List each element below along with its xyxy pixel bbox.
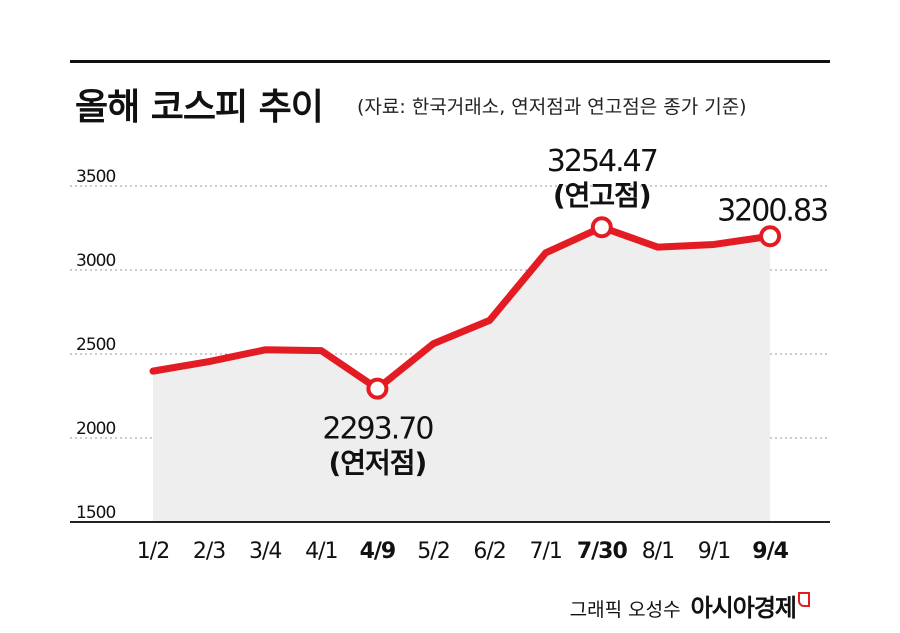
x-tick-label: 6/2: [473, 539, 505, 564]
data-label-value: 2293.70: [322, 412, 433, 447]
y-tick-label: 3000: [76, 251, 115, 271]
brand-text: 아시아경제: [690, 594, 797, 622]
credit: 그래픽 오성수 아시아경제: [570, 588, 810, 623]
y-tick-label: 3500: [76, 167, 115, 187]
data-label-value: 3254.47: [547, 144, 657, 179]
y-tick-label: 2500: [76, 335, 115, 355]
x-tick-label: 8/1: [642, 539, 674, 564]
y-tick-label: 1500: [76, 503, 115, 523]
credit-text: 그래픽 오성수: [569, 599, 681, 621]
x-tick-label: 2/3: [193, 539, 225, 564]
top-rule: [70, 60, 830, 63]
x-tick-label: 4/9: [360, 539, 396, 564]
y-tick-label: 2000: [76, 419, 115, 439]
x-tick-label: 7/30: [577, 539, 628, 564]
data-point-marker: [590, 216, 613, 239]
brand-mark-icon: [798, 592, 810, 607]
data-label-note: (연저점): [328, 447, 426, 480]
data-label-note: (연고점): [553, 179, 651, 212]
x-tick-label: 5/2: [417, 539, 449, 564]
data-label-value: 3200.83: [717, 193, 827, 228]
x-tick-label: 9/1: [698, 539, 730, 564]
data-point-marker: [759, 225, 782, 248]
x-tick-label: 4/1: [305, 539, 337, 564]
x-tick-label: 3/4: [249, 539, 281, 564]
chart-title: 올해 코스피 추이: [75, 87, 324, 128]
data-point-marker: [366, 377, 389, 400]
x-tick-label: 7/1: [529, 539, 561, 564]
brand-logo: 아시아경제: [691, 588, 810, 623]
chart-subtitle: (자료: 한국거래소, 연저점과 연고점은 종가 기준): [357, 96, 747, 118]
series-line: [149, 223, 774, 393]
x-tick-label: 1/2: [137, 539, 169, 564]
x-tick-label: 9/4: [752, 539, 788, 564]
area-fill: [153, 227, 771, 523]
